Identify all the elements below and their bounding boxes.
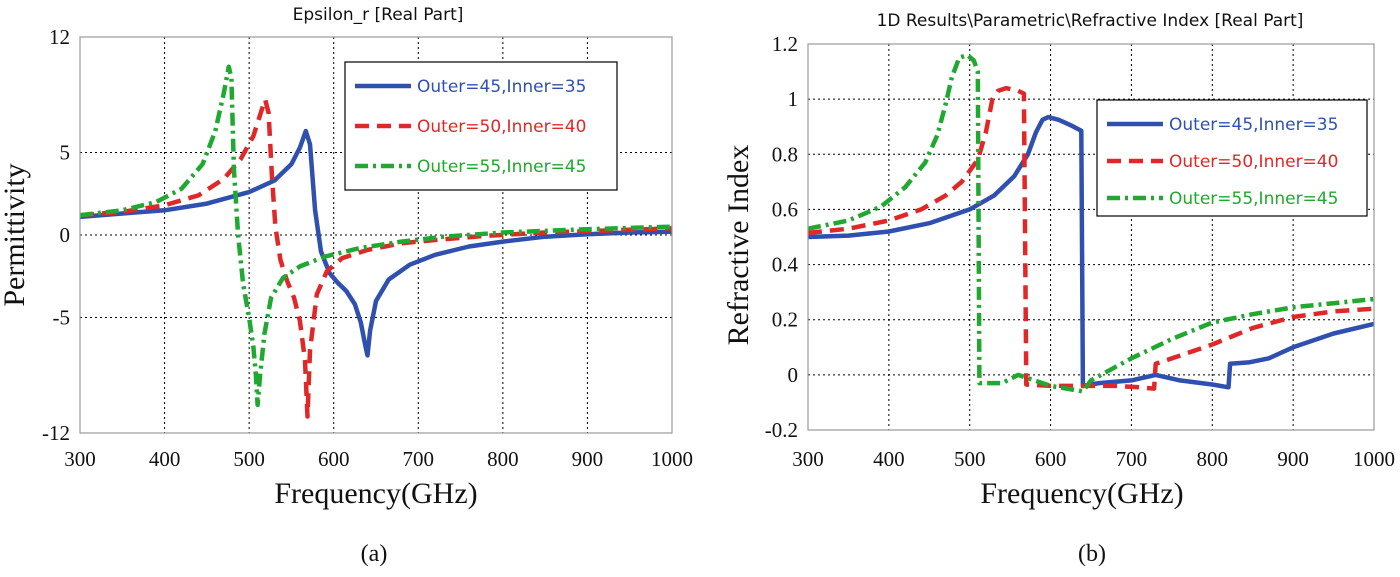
series-line-3: [807, 52, 1375, 394]
panel-b-refractive-index-chart: 1D Results\Parametric\Refractive Index […: [722, 11, 1395, 567]
legend-label-1: Outer=45,Inner=35: [1169, 115, 1338, 135]
x-tick-label: 700: [1116, 447, 1148, 471]
x-tick-label: 1000: [651, 447, 693, 471]
y-tick-label: -5: [53, 306, 71, 330]
y-tick-label: 0.2: [772, 308, 798, 332]
panel-a-legend: Outer=45,Inner=35 Outer=50,Inner=40 Outer=…: [344, 61, 618, 191]
legend-label-3: Outer=55,Inner=45: [417, 157, 586, 177]
panel-b-x-axis-label: Frequency(GHz): [980, 477, 1183, 510]
x-tick-label: 1000: [1353, 447, 1395, 471]
x-tick-label: 500: [954, 447, 986, 471]
x-tick-label: 600: [318, 447, 350, 471]
y-tick-label: 0.4: [772, 253, 799, 277]
legend-label-1: Outer=45,Inner=35: [417, 77, 586, 97]
y-tick-label: 0: [60, 223, 71, 247]
x-tick-label: 900: [572, 447, 604, 471]
panel-a-plot-frame: [79, 36, 673, 434]
y-tick-label: 1.2: [772, 32, 798, 56]
legend-label-2: Outer=50,Inner=40: [417, 117, 586, 137]
x-tick-label: 700: [403, 447, 435, 471]
panel-b-legend: Outer=45,Inner=35 Outer=50,Inner=40 Outer=…: [1096, 99, 1368, 217]
y-tick-label: 0.8: [772, 142, 798, 166]
x-tick-label: 500: [233, 447, 265, 471]
y-tick-label: 0.6: [772, 197, 798, 221]
x-tick-label: 300: [64, 447, 96, 471]
x-tick-label: 300: [792, 447, 824, 471]
x-tick-label: 800: [487, 447, 519, 471]
x-tick-label: 600: [1035, 447, 1067, 471]
panel-a-permittivity-chart: Epsilon_r [Real Part] 300 400 500 600 700 800…: [0, 5, 693, 567]
y-tick-label: 12: [49, 25, 70, 49]
panel-a-x-axis-label: Frequency(GHz): [274, 477, 477, 510]
y-tick-label: 0: [788, 363, 799, 387]
panel-b-y-axis-label: Refractive Index: [722, 145, 755, 346]
legend-label-3: Outer=55,Inner=45: [1169, 189, 1338, 209]
x-tick-label: 400: [149, 447, 181, 471]
x-tick-label: 800: [1197, 447, 1229, 471]
y-tick-label: -0.2: [765, 418, 798, 442]
legend-label-2: Outer=50,Inner=40: [1169, 152, 1338, 172]
panel-a-y-axis-label: Permittivity: [0, 163, 31, 306]
panel-b-caption: (b): [1078, 541, 1106, 567]
x-tick-label: 400: [873, 447, 905, 471]
y-tick-label: 1: [788, 87, 799, 111]
y-tick-label: 5: [60, 141, 71, 165]
panel-b-plot-frame: [807, 43, 1375, 431]
series-line-1: [79, 128, 673, 358]
panel-b-title: 1D Results\Parametric\Refractive Index […: [877, 11, 1304, 31]
series-line-1: [807, 114, 1375, 390]
x-tick-label: 900: [1277, 447, 1309, 471]
series-line-3: [79, 64, 673, 408]
panel-a-caption: (a): [361, 541, 388, 567]
y-tick-label: -12: [42, 421, 70, 445]
panel-a-title: Epsilon_r [Real Part]: [293, 5, 464, 25]
